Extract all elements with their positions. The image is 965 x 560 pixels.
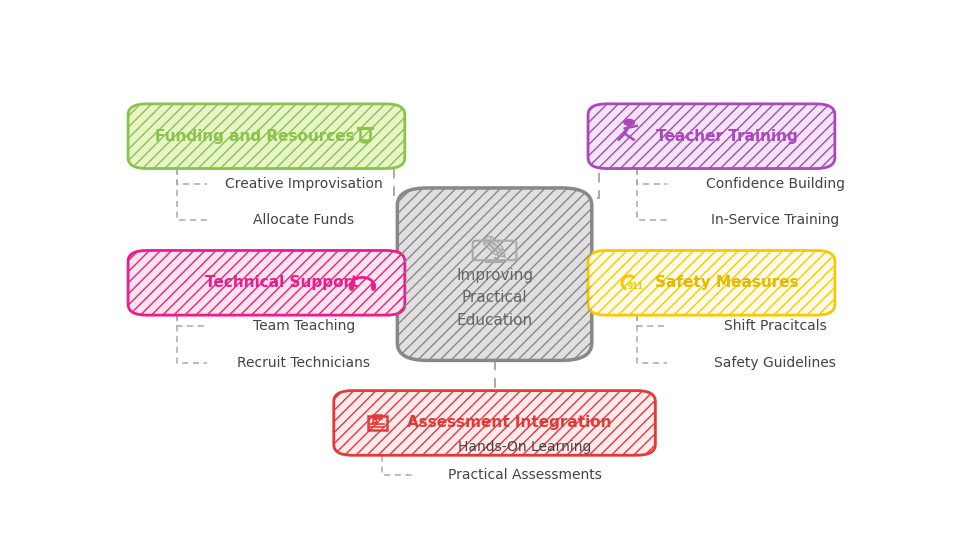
Text: Funding and Resources: Funding and Resources	[155, 129, 355, 144]
Text: ✎: ✎	[480, 234, 510, 268]
FancyBboxPatch shape	[128, 250, 405, 315]
Text: Creative Improvisation: Creative Improvisation	[225, 176, 383, 190]
Text: Safety Measures: Safety Measures	[654, 276, 798, 290]
Text: In-Service Training: In-Service Training	[711, 213, 840, 227]
FancyBboxPatch shape	[398, 188, 592, 361]
Text: Practical Assessments: Practical Assessments	[448, 468, 601, 482]
Text: Safety Guidelines: Safety Guidelines	[714, 356, 836, 370]
FancyBboxPatch shape	[128, 104, 405, 169]
FancyBboxPatch shape	[334, 391, 655, 455]
Text: Improving
Practical
Education: Improving Practical Education	[456, 268, 533, 328]
Text: Teacher Training: Teacher Training	[655, 129, 797, 144]
Text: A: A	[372, 417, 379, 427]
Text: Shift Pracitcals: Shift Pracitcals	[724, 319, 826, 333]
Circle shape	[624, 119, 634, 125]
Text: Assessment Integration: Assessment Integration	[407, 416, 612, 431]
Text: Team Teaching: Team Teaching	[253, 319, 355, 333]
Text: 911: 911	[627, 282, 643, 291]
Bar	[368, 416, 387, 430]
Text: Recruit Technicians: Recruit Technicians	[237, 356, 371, 370]
Text: Allocate Funds: Allocate Funds	[253, 213, 354, 227]
Text: Confidence Building: Confidence Building	[705, 176, 844, 190]
FancyBboxPatch shape	[588, 104, 835, 169]
Text: ✎: ✎	[487, 240, 502, 259]
Text: Technical Support: Technical Support	[205, 276, 358, 290]
Text: Hands-On Learning: Hands-On Learning	[457, 440, 592, 454]
FancyBboxPatch shape	[588, 250, 835, 315]
Bar	[373, 415, 381, 418]
